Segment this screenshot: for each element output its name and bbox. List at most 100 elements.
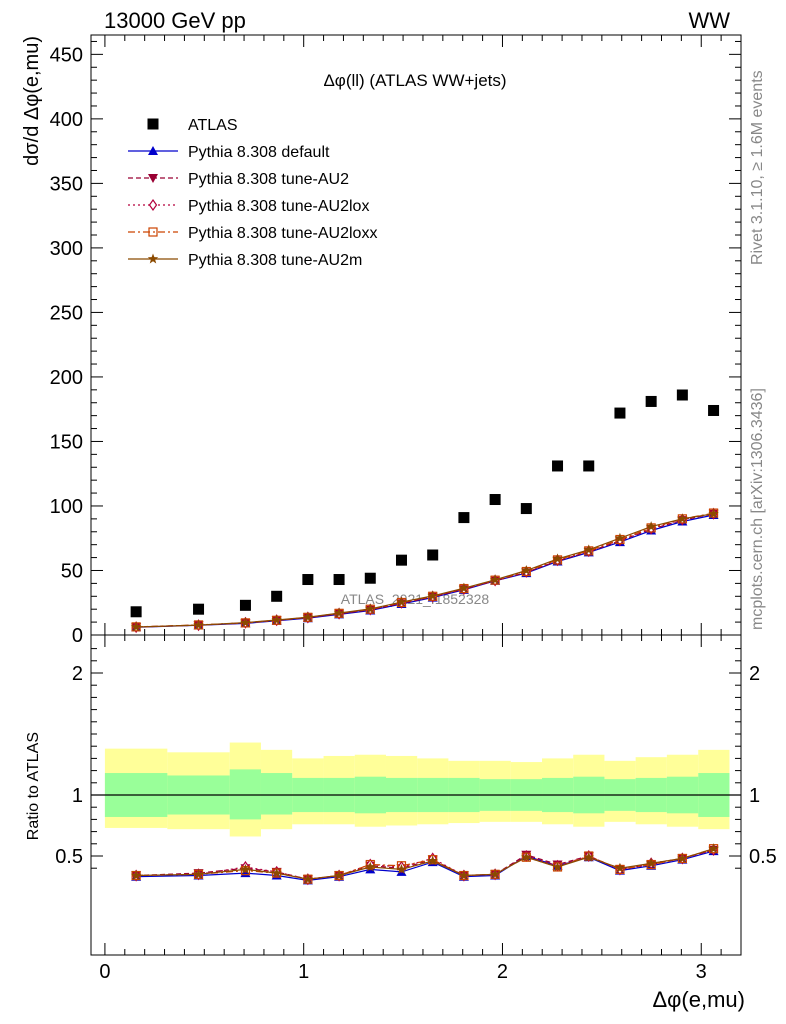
ratio-frame xyxy=(90,634,742,956)
mc-point xyxy=(552,553,563,564)
data-point xyxy=(552,460,564,472)
mc-point xyxy=(614,532,626,543)
legend-entry: Pythia 8.308 tune-AU2loxx xyxy=(128,225,377,242)
series-atlas xyxy=(130,389,720,618)
ratio-point xyxy=(193,868,204,879)
ratio-point xyxy=(614,862,626,873)
mc-point xyxy=(521,564,532,575)
ratio-series-default xyxy=(131,846,719,885)
ratio-y-tick-label: 1 xyxy=(72,785,83,807)
data-point xyxy=(395,554,407,566)
data-point xyxy=(645,395,657,407)
series-au2loxx xyxy=(131,508,719,632)
legend-marker xyxy=(148,227,158,237)
mc-point xyxy=(708,508,719,519)
band-inner-bin xyxy=(229,769,261,820)
mc-point xyxy=(645,521,657,532)
ratio-point xyxy=(240,863,251,874)
data-point xyxy=(130,606,142,618)
data-point xyxy=(193,603,205,615)
mc-point xyxy=(396,596,407,607)
legend-label: Pythia 8.308 tune-AU2loxx xyxy=(188,225,377,242)
data-point xyxy=(676,389,688,401)
ratio-axis-ticks: 0.5 0.5 1 1 2 2 0 1 2 3 xyxy=(55,635,777,983)
y-tick-label: 300 xyxy=(50,238,83,260)
legend-entry: Pythia 8.308 default xyxy=(128,144,330,161)
legend: ATLAS Pythia 8.308 default Pythia 8.308 tu… xyxy=(128,117,377,269)
chart-title: Δφ(ll) (ATLAS WW+jets) xyxy=(323,71,506,90)
mcplots-label: mcplots.cern.ch [arXiv:1306.3436] xyxy=(749,388,766,630)
mc-point xyxy=(427,590,438,601)
main-series-layer xyxy=(130,389,720,634)
mc-point xyxy=(365,603,376,614)
data-point xyxy=(708,404,720,416)
ratio-panel: 0.5 0.5 1 1 2 2 0 1 2 3 Ratio to ATLAS Δφ(e,mu) xyxy=(25,634,777,1012)
ratio-point xyxy=(427,855,438,866)
x-tick-label: 0 xyxy=(99,961,110,983)
main-y-axis-label: dσ/d Δφ(e,mu) xyxy=(21,36,43,166)
x-tick-label: 1 xyxy=(298,961,309,983)
y-tick-label: 250 xyxy=(50,302,83,324)
data-point xyxy=(271,590,283,602)
legend-label: Pythia 8.308 default xyxy=(188,144,330,161)
legend-entry: Pythia 8.308 tune-AU2lox xyxy=(128,198,369,215)
x-tick-label: 2 xyxy=(497,961,508,983)
mc-point xyxy=(193,619,204,630)
ratio-y-tick-label: 0.5 xyxy=(55,846,83,868)
series-au2 xyxy=(131,509,719,632)
y-tick-label: 450 xyxy=(50,44,83,66)
y-tick-label: 150 xyxy=(50,431,83,453)
legend-label: Pythia 8.308 tune-AU2m xyxy=(188,252,362,269)
ratio-point xyxy=(458,870,470,880)
series-line xyxy=(136,514,714,628)
series-line xyxy=(136,513,714,628)
legend-label: ATLAS xyxy=(188,117,238,134)
series-line xyxy=(136,512,714,628)
ratio-y-axis-label: Ratio to ATLAS xyxy=(25,732,42,840)
mc-point xyxy=(130,621,142,632)
x-tick-label: 3 xyxy=(696,961,707,983)
series-line xyxy=(136,513,714,628)
legend-label: Pythia 8.308 tune-AU2 xyxy=(188,171,349,188)
x-axis-label: Δφ(e,mu) xyxy=(652,987,745,1012)
ratio-y-tick-label-right: 2 xyxy=(749,663,760,685)
ratio-point xyxy=(677,852,688,863)
ratio-point xyxy=(130,870,142,880)
y-tick-label: 50 xyxy=(61,560,83,582)
data-point xyxy=(458,512,470,524)
ratio-point xyxy=(396,863,407,874)
y-tick-label: 200 xyxy=(50,367,83,389)
legend-marker xyxy=(147,253,159,264)
data-point xyxy=(239,599,251,611)
y-tick-label: 100 xyxy=(50,496,83,518)
data-point xyxy=(333,574,345,586)
mc-point xyxy=(489,574,501,585)
rivet-version-label: Rivet 3.1.10, ≥ 1.6M events xyxy=(749,70,766,265)
ratio-point xyxy=(708,843,719,854)
series-line xyxy=(136,513,714,628)
legend-entry: Pythia 8.308 tune-AU2m xyxy=(128,252,362,269)
ratio-point xyxy=(271,867,282,878)
ratio-point xyxy=(552,861,563,872)
data-point xyxy=(427,549,439,561)
mc-point xyxy=(458,582,470,593)
mc-point xyxy=(271,614,282,625)
ratio-point xyxy=(521,851,532,862)
ratio-y-tick-label: 2 xyxy=(72,663,83,685)
ratio-point xyxy=(583,851,594,862)
ratio-point xyxy=(645,857,657,868)
header-process: WW xyxy=(688,8,730,33)
ratio-y-tick-label-right: 1 xyxy=(749,785,760,807)
series-au2m xyxy=(130,508,719,632)
legend-marker xyxy=(147,118,159,130)
ratio-point xyxy=(333,870,345,880)
ratio-series-layer xyxy=(130,843,719,886)
ratio-line xyxy=(136,850,714,882)
header-energy: 13000 GeV pp xyxy=(104,8,246,33)
ratio-uncertainty-bands xyxy=(104,742,730,837)
y-tick-label: 350 xyxy=(50,173,83,195)
legend-label: Pythia 8.308 tune-AU2lox xyxy=(188,198,369,215)
series-default xyxy=(131,510,719,632)
ratio-series-au2m xyxy=(130,843,719,884)
